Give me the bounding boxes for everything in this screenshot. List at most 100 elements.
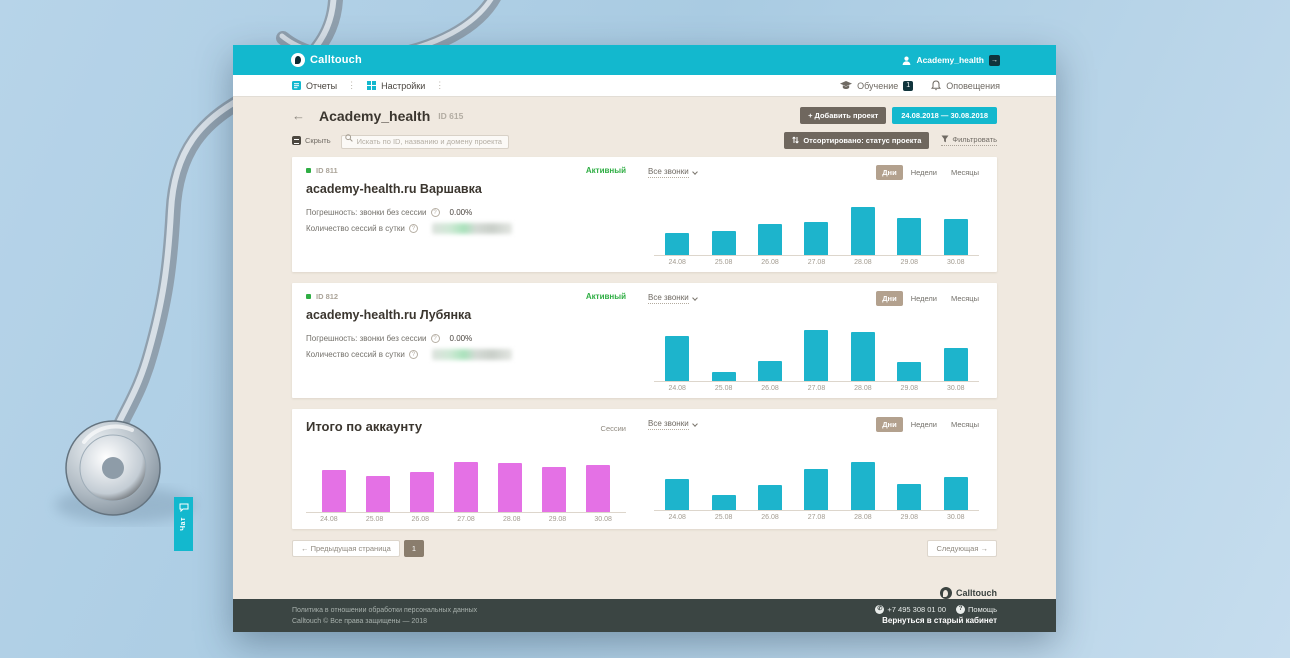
date-range-button[interactable]: 24.08.2018 — 30.08.2018 — [892, 107, 997, 124]
calltouch-footer-logo-icon — [939, 587, 952, 599]
account-id-label: ID 615 — [438, 110, 464, 121]
copyright-text: Calltouch © Все права защищены — 2018 — [292, 617, 427, 625]
settings-submenu-dots[interactable]: ⋮ — [435, 80, 445, 90]
menu-settings[interactable]: Настройки — [366, 80, 425, 91]
info-icon[interactable]: ? — [430, 334, 440, 343]
calltouch-logo[interactable]: Calltouch — [291, 53, 362, 67]
x-tick-label: 26.08 — [761, 385, 779, 392]
bar-column — [654, 184, 700, 255]
bar — [943, 219, 968, 255]
period-months[interactable]: Месяцы — [950, 420, 979, 429]
x-tick-label: 25.08 — [714, 514, 733, 521]
x-tick-label: 24.08 — [668, 259, 686, 266]
x-tick-label: 29.08 — [900, 385, 919, 392]
add-project-button[interactable]: + Добавить проект — [800, 107, 887, 124]
x-tick-label: 28.08 — [854, 259, 872, 266]
calls-type-dropdown[interactable]: Все звонки — [648, 167, 698, 178]
chat-tab[interactable]: Чат — [174, 497, 193, 551]
info-icon[interactable]: ? — [408, 350, 418, 359]
page-title: Academy_health — [319, 107, 431, 124]
period-weeks[interactable]: Недели — [910, 168, 937, 177]
next-page-button[interactable]: Следующая → — [927, 540, 997, 557]
x-tick-label: 27.08 — [807, 514, 826, 521]
period-days[interactable]: Дни — [876, 165, 903, 180]
bar — [897, 218, 922, 255]
old-cabinet-link[interactable]: Вернуться в старый кабинет — [882, 616, 997, 625]
sessions-label: Количество сессий в сутки — [306, 350, 405, 359]
period-months[interactable]: Месяцы — [950, 168, 979, 177]
x-tick-label: 25.08 — [714, 259, 733, 266]
filter-button[interactable]: Фильтровать — [941, 135, 997, 146]
calls-type-dropdown[interactable]: Все звонки — [648, 293, 698, 304]
menu-notifications[interactable]: Оповещения — [931, 80, 1000, 91]
project-card-812: ID 812 Активный academy-health.ru Лубянк… — [292, 283, 997, 398]
hide-label: Скрыть — [305, 135, 331, 145]
menu-settings-label: Настройки — [381, 80, 426, 91]
help-link[interactable]: ? Помощь — [956, 604, 997, 615]
prev-page-button[interactable]: ← Предыдущая страница — [292, 540, 400, 557]
back-button[interactable]: ← — [292, 108, 305, 123]
hide-toggle[interactable]: Скрыть — [292, 135, 331, 145]
chevron-down-icon — [691, 294, 698, 301]
bar — [758, 224, 783, 255]
graduation-cap-icon — [840, 81, 853, 89]
period-days[interactable]: Дни — [876, 291, 903, 306]
x-tick-label: 28.08 — [854, 385, 872, 392]
bar-column — [444, 436, 488, 512]
info-icon[interactable]: ? — [430, 208, 440, 217]
x-tick-label: 27.08 — [807, 385, 826, 392]
menu-reports-label: Отчеты — [306, 80, 338, 91]
footer-phone[interactable]: ✆ +7 495 308 01 00 — [875, 605, 947, 614]
bar-column — [356, 436, 400, 512]
summary-card: Итого по аккаунту Сессии 24.08 25.08 26.08… — [292, 409, 997, 529]
summary-title: Итого по аккаунту — [306, 419, 423, 434]
x-tick-label: 25.08 — [714, 385, 733, 392]
search-icon — [344, 134, 353, 142]
title-row: ← Academy_health ID 615 + Добавить проек… — [292, 107, 997, 124]
calls-type-dropdown[interactable]: Все звонки — [648, 419, 698, 430]
x-tick-label: 26.08 — [411, 516, 430, 523]
bar — [410, 472, 434, 512]
account-name: Academy_health — [916, 55, 984, 65]
info-icon[interactable]: ? — [408, 224, 418, 233]
sessions-value-redacted — [431, 223, 512, 234]
status-dot — [306, 294, 311, 299]
project-title[interactable]: academy-health.ru Варшавка — [306, 182, 482, 196]
x-tick-label: 30.08 — [946, 259, 965, 266]
bar — [897, 484, 922, 510]
menubar: Отчеты ⋮ Настройки ⋮ Обучение 1 Оповещен… — [233, 75, 1056, 97]
sort-icon — [792, 136, 800, 144]
project-search-input[interactable] — [340, 134, 509, 149]
status-badge: Активный — [585, 166, 626, 175]
menu-reports[interactable]: Отчеты — [291, 80, 337, 91]
page-1-button[interactable]: 1 — [403, 540, 425, 557]
project-title[interactable]: academy-health.ru Лубянка — [306, 308, 472, 322]
account-menu[interactable]: Academy_health → — [902, 54, 1000, 66]
privacy-link[interactable]: Политика в отношении обработки персональ… — [292, 606, 478, 614]
bar-column — [793, 310, 839, 381]
logout-icon[interactable]: → — [989, 54, 1000, 66]
x-tick-label: 26.08 — [761, 514, 779, 521]
chat-bubble-icon — [179, 503, 188, 512]
sorted-button[interactable]: Отсортировано: статус проекта — [784, 131, 930, 149]
topbar: Calltouch Academy_health → — [233, 45, 1056, 75]
menu-notifications-label: Оповещения — [946, 80, 1000, 91]
project-card-811: ID 811 Активный academy-health.ru Варшав… — [292, 157, 997, 272]
x-tick-label: 29.08 — [900, 514, 919, 521]
x-tick-label: 26.08 — [761, 259, 779, 266]
period-months[interactable]: Месяцы — [950, 294, 979, 303]
bar — [804, 469, 829, 510]
period-days[interactable]: Дни — [876, 417, 903, 432]
menu-training[interactable]: Обучение 1 — [840, 80, 914, 91]
bar-column — [840, 184, 886, 255]
app-window: Calltouch Academy_health → Отчеты ⋮ Наст… — [174, 45, 1056, 632]
bar-column — [933, 310, 979, 381]
reports-submenu-dots[interactable]: ⋮ — [347, 80, 357, 90]
bell-icon — [931, 80, 942, 91]
bar-column — [933, 184, 979, 255]
period-weeks[interactable]: Недели — [910, 420, 937, 429]
bar — [943, 348, 968, 381]
bar-column — [400, 436, 444, 512]
period-weeks[interactable]: Недели — [910, 294, 937, 303]
